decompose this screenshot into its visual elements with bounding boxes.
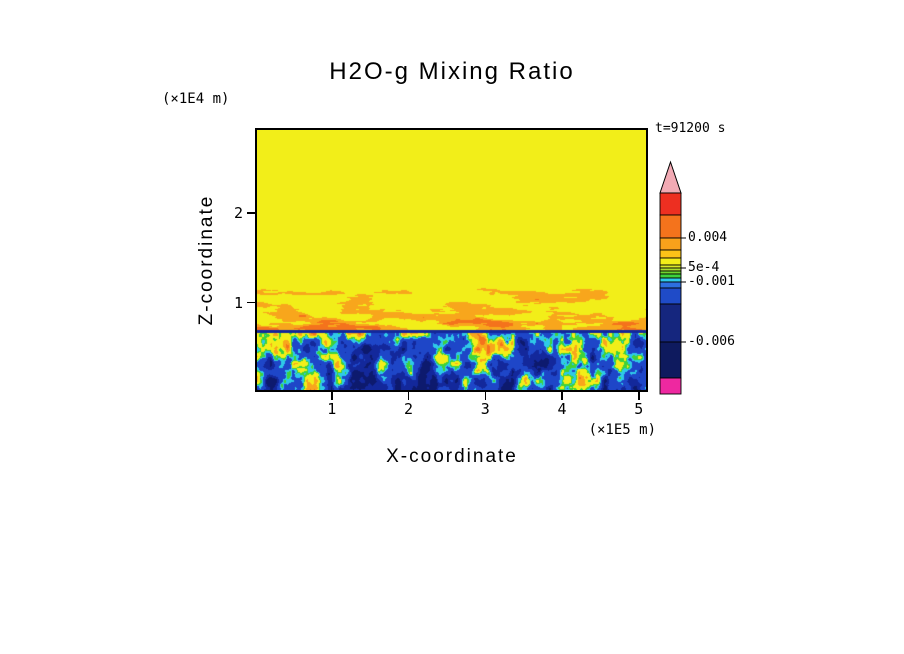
colorbar-band	[659, 192, 682, 216]
colorbar-band	[659, 267, 682, 272]
z-tick-label: 2	[233, 204, 243, 223]
x-tick-mark	[407, 392, 410, 400]
chart-title: H2O-g Mixing Ratio	[329, 58, 575, 85]
x-tick-label: 4	[557, 400, 567, 418]
plot-frame	[255, 128, 648, 392]
z-tick-mark	[247, 212, 255, 214]
colorbar-arrow	[659, 160, 682, 194]
colorbar-band	[659, 287, 682, 305]
x-tick-mark	[331, 392, 333, 400]
colorbar-band	[659, 237, 682, 251]
colorbar-band	[659, 270, 682, 275]
colorbar-band	[659, 303, 682, 343]
colorbar-band	[659, 281, 682, 289]
colorbar-band	[659, 249, 682, 259]
x-tick-mark	[638, 392, 640, 400]
x-tick-label: 5	[634, 400, 644, 418]
z-axis-unit-label: (×1E4 m)	[162, 91, 230, 107]
colorbar-tick-label: -0.001	[688, 274, 735, 289]
heatmap-canvas	[257, 130, 646, 390]
x-tick-label: 2	[404, 400, 414, 418]
colorbar-band	[659, 273, 682, 279]
x-tick-mark	[561, 392, 563, 400]
x-tick-label: 3	[480, 400, 490, 418]
colorbar-band	[659, 257, 682, 266]
colorbar-tick-label: 0.004	[688, 230, 728, 245]
colorbar-band	[659, 377, 682, 395]
z-tick-label: 1	[233, 293, 243, 312]
colorbar	[659, 160, 686, 395]
x-axis-title: X-coordinate	[386, 446, 518, 467]
colorbar-band	[659, 277, 682, 283]
time-label: t=91200 s	[655, 121, 726, 136]
colorbar-tick-label: -0.006	[688, 334, 735, 349]
z-tick-mark	[247, 301, 255, 304]
y-axis-title: Z-coordinate	[196, 194, 217, 326]
colorbar-band	[659, 264, 682, 269]
x-tick-mark	[484, 392, 487, 400]
x-tick-label: 1	[327, 400, 337, 418]
colorbar-band	[659, 341, 682, 379]
colorbar-tick-label: 5e-4	[688, 260, 720, 275]
x-axis-unit-label: (×1E5 m)	[588, 422, 656, 438]
colorbar-band	[659, 214, 682, 239]
